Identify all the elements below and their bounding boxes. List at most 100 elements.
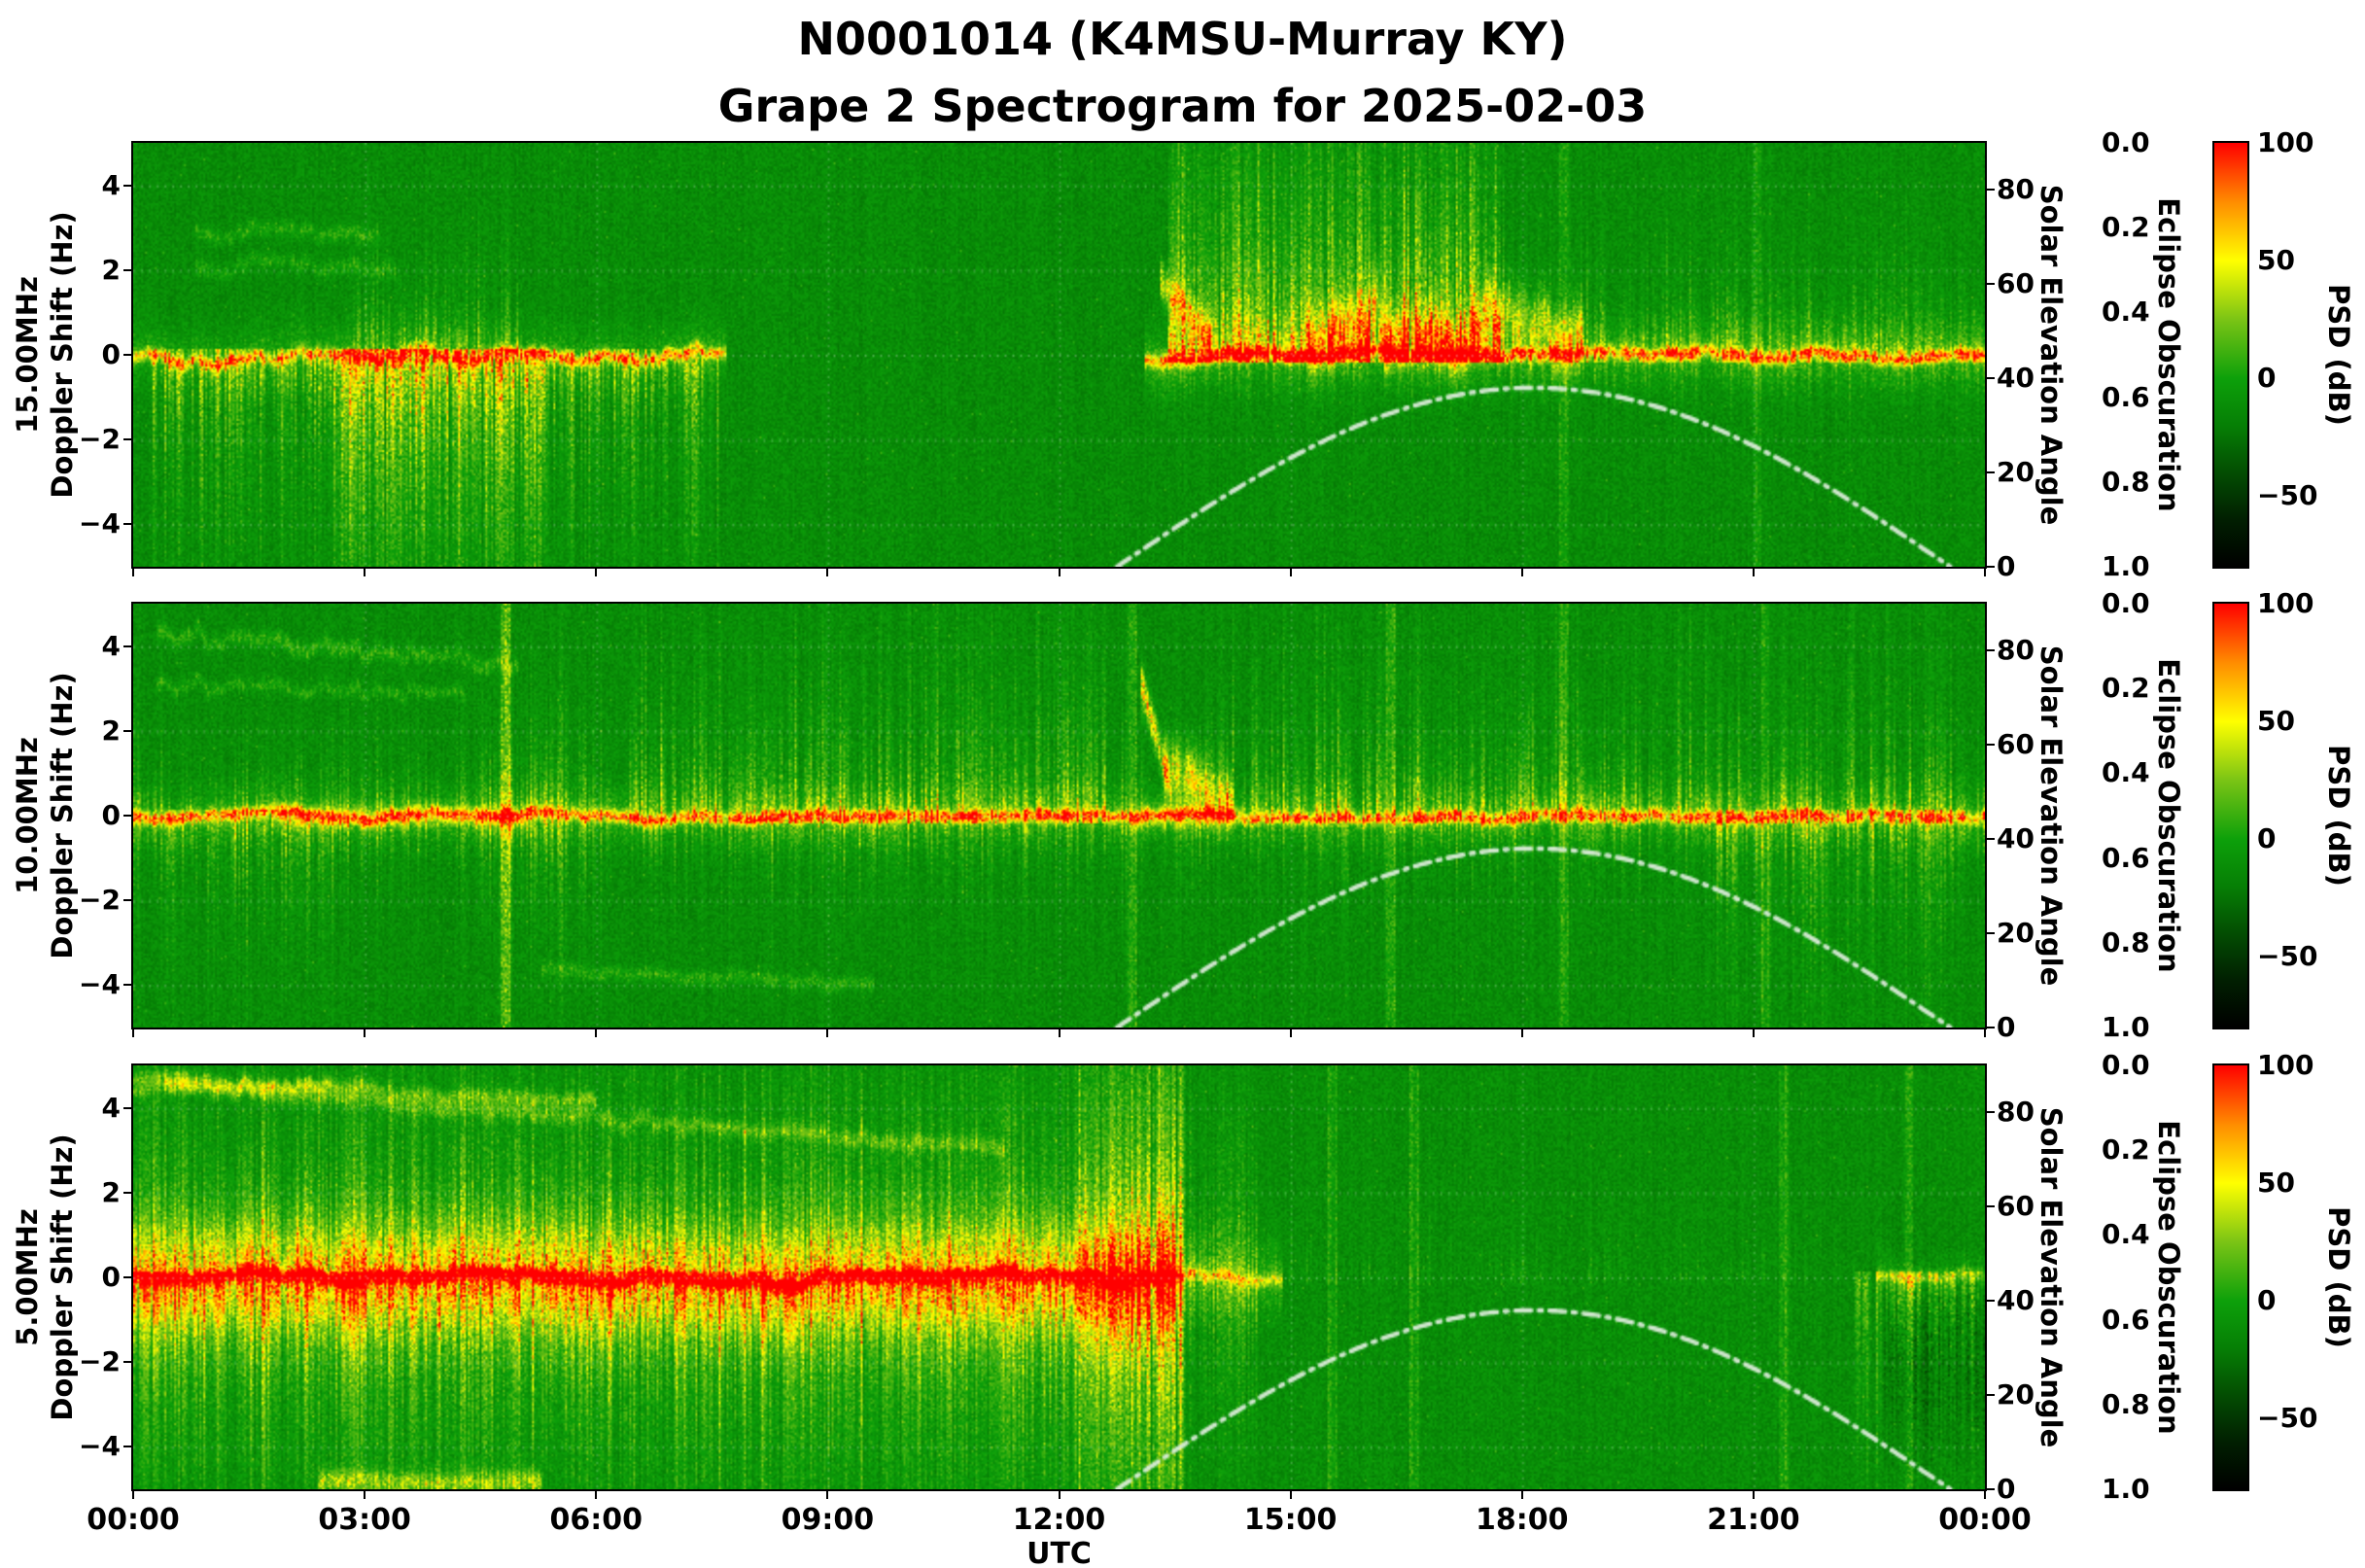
solar-tick-mark [1987,1027,1995,1028]
solar-tick-mark [1987,1111,1995,1114]
x-tick-mark [364,1491,366,1499]
colorbar-tick-label: 100 [2257,126,2314,158]
y-tick-label: 2 [101,1175,121,1208]
solar-tick-label: 0 [1997,550,2016,582]
eclipse-tick-label: 0.4 [2102,296,2150,329]
eclipse-tick-label: 0.6 [2102,1303,2150,1336]
eclipse-tick-label: 0.8 [2102,1387,2150,1420]
x-tick-label: 15:00 [1243,1503,1338,1537]
spectrogram-panel-5mhz [131,1063,1987,1491]
y-tick-mark [123,268,131,271]
solar-tick-label: 0 [1997,1473,2016,1505]
psd-axis-label-text: PSD (dB) [2322,284,2356,426]
freq-label: 10.00MHz [10,737,44,894]
eclipse-tick-label: 0.2 [2102,672,2150,705]
solar-tick-label: 20 [1997,917,2035,950]
x-tick-mark [1520,569,1523,576]
y-tick-label: −2 [79,884,121,917]
y-tick-mark [123,984,131,987]
colorbar-tick-label: 100 [2257,587,2314,619]
solar-tick-mark [1987,1488,1995,1490]
y-tick-label: 2 [101,253,121,286]
x-tick-label: 00:00 [87,1503,180,1537]
solar-tick-label: 40 [1997,822,2035,855]
freq-label: 15.00MHz [10,276,44,434]
y-tick-label: 0 [101,1261,121,1293]
x-tick-mark [826,1029,829,1037]
x-tick-mark [826,569,829,576]
solar-tick-mark [1987,649,1995,652]
x-tick-mark [1520,1029,1523,1037]
eclipse-tick-label: 0.4 [2102,756,2150,789]
y-tick-mark [123,1361,131,1364]
y-tick-label: 2 [101,714,121,747]
solar-tick-mark [1987,744,1995,747]
colorbar-tick-label: 50 [2257,705,2295,738]
spectrogram-canvas-15mhz [133,143,1985,567]
y-tick-label: 0 [101,338,121,370]
eclipse-tick-label: 0.0 [2102,126,2150,158]
y-tick-mark [123,899,131,902]
solar-tick-label: 20 [1997,456,2035,489]
eclipse-tick-label: 1.0 [2102,550,2150,582]
x-tick-label: 12:00 [1012,1503,1106,1537]
y-tick-label: −4 [79,1430,121,1463]
x-tick-mark [1984,1491,1986,1499]
solar-axis-label-text: Solar Elevation Angle [2035,1106,2069,1448]
y-tick-mark [123,354,131,356]
freq-label: 5.00MHz [10,1208,44,1346]
spectrogram-panel-15mhz [131,141,1987,569]
colorbar-tick-label: 0 [2257,1284,2277,1317]
y-tick-mark [123,1276,131,1278]
eclipse-tick-label: 0.8 [2102,925,2150,958]
colorbar-tick-label: −50 [2257,479,2318,512]
solar-tick-mark [1987,377,1995,380]
colorbar-5mhz [2212,1063,2249,1491]
spectrogram-canvas-10mhz [133,604,1985,1028]
solar-tick-mark [1987,1300,1995,1303]
x-tick-mark [132,1029,134,1037]
x-tick-mark [1984,569,1986,576]
y-tick-label: 0 [101,799,121,831]
eclipse-axis-label-text: Eclipse Obscuration [2152,1120,2186,1435]
colorbar-tick-label: −50 [2257,1402,2318,1435]
solar-tick-mark [1987,189,1995,192]
eclipse-tick-label: 1.0 [2102,1011,2150,1043]
solar-tick-label: 80 [1997,1096,2035,1129]
x-tick-mark [1289,1491,1292,1499]
psd-axis-label-text: PSD (dB) [2322,745,2356,887]
solar-axis-label-text: Solar Elevation Angle [2035,645,2069,987]
solar-tick-mark [1987,566,1995,568]
psd-axis-label-text: PSD (dB) [2322,1206,2356,1348]
x-tick-label: 06:00 [549,1503,643,1537]
x-tick-mark [364,1029,366,1037]
y-tick-mark [123,1446,131,1448]
solar-tick-label: 80 [1997,173,2035,206]
eclipse-tick-label: 0.2 [2102,211,2150,244]
solar-tick-label: 40 [1997,1284,2035,1317]
eclipse-tick-label: 0.6 [2102,841,2150,874]
solar-tick-mark [1987,283,1995,286]
x-tick-label: 21:00 [1707,1503,1800,1537]
title-line2: Grape 2 Spectrogram for 2025-02-03 [717,80,1648,132]
eclipse-tick-label: 0.4 [2102,1218,2150,1251]
eclipse-tick-label: 0.0 [2102,1049,2150,1081]
x-tick-mark [1058,1491,1061,1499]
x-tick-mark [595,1029,598,1037]
x-tick-mark [1520,1491,1523,1499]
solar-tick-label: 60 [1997,267,2035,300]
eclipse-tick-label: 1.0 [2102,1473,2150,1505]
solar-axis-label-text: Solar Elevation Angle [2035,184,2069,526]
solar-tick-mark [1987,932,1995,935]
x-tick-mark [1752,569,1755,576]
eclipse-tick-label: 0.6 [2102,380,2150,413]
x-tick-mark [595,569,598,576]
x-tick-mark [1752,1029,1755,1037]
x-tick-mark [1752,1491,1755,1499]
colorbar-10mhz [2212,602,2249,1029]
y-tick-mark [123,815,131,817]
y-tick-mark [123,523,131,526]
figure-title: N0001014 (K4MSU-Murray KY) Grape 2 Spect… [0,6,2365,140]
y-tick-label: −2 [79,423,121,456]
